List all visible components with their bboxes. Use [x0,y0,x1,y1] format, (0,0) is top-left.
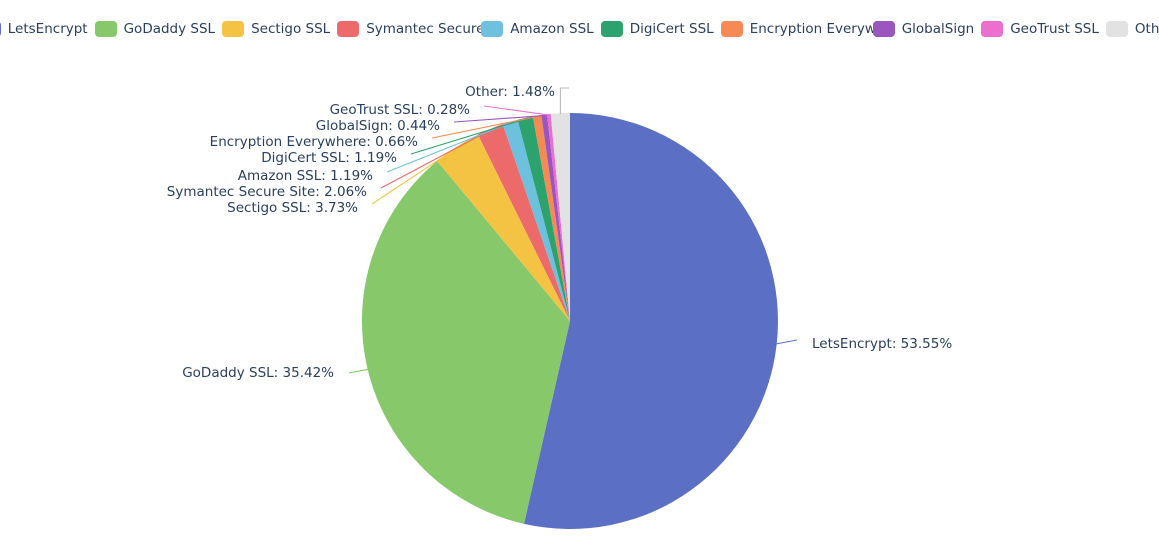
legend-swatch-icon [720,21,743,37]
legend-swatch-icon [222,21,245,37]
legend-swatch-icon [1105,21,1128,37]
pie-slice-letsencrypt[interactable] [523,113,778,529]
leader-line-encryption-everywhere [431,116,538,139]
slice-label-globalsign: GlobalSign: 0.44% [316,118,440,134]
slice-label-letsencrypt: LetsEncrypt: 53.55% [812,336,952,352]
legend-item-symantec-secure-site[interactable]: Symantec Secure Site [337,14,481,44]
slice-label-godaddy-ssl: GoDaddy SSL: 35.42% [182,365,334,381]
legend-swatch-icon [0,21,1,37]
legend-item-digicert-ssl[interactable]: DigiCert SSL [600,14,721,44]
pie-slices [361,113,778,529]
legend-swatch-icon [872,21,895,37]
pie-slice-digicert-ssl[interactable] [517,116,570,321]
legend-item-label: GlobalSign [901,21,975,37]
slice-label-other: Other: 1.48% [465,84,555,100]
pie-slice-globalsign[interactable] [541,114,570,322]
leader-line-digicert-ssl [410,118,526,155]
legend-item-label: GoDaddy SSL [123,21,216,37]
legend-swatch-icon [94,21,117,37]
leader-line-symantec-secure-site [380,129,491,189]
legend-item-amazon-ssl[interactable]: Amazon SSL [481,14,601,44]
plot-area: LetsEncrypt: 53.55% GoDaddy SSL: 35.42% Se… [0,44,1159,548]
pie-svg: LetsEncrypt: 53.55% GoDaddy SSL: 35.42% Se… [167,84,953,529]
legend-item-label: Symantec Secure Site [366,21,482,37]
leader-line-sectigo-ssl [371,146,458,205]
legend-item-encryption-everywhere[interactable]: Encryption Everywhere [720,14,873,44]
leader-line-globalsign [453,115,545,123]
legend-swatch-icon [981,21,1004,37]
legend-item-godaddy-ssl[interactable]: GoDaddy SSL [94,14,222,44]
leader-line-letsencrypt [775,339,798,345]
slice-label-digicert-ssl: DigiCert SSL: 1.19% [261,150,397,166]
legend-item-geotrust-ssl[interactable]: GeoTrust SSL [981,14,1106,44]
slice-label-sectigo-ssl: Sectigo SSL: 3.73% [227,200,358,216]
slice-label-amazon-ssl: Amazon SSL: 1.19% [238,168,373,184]
pie-slice-symantec-secure-site[interactable] [477,124,570,321]
pie-slice-sectigo-ssl[interactable] [437,134,570,322]
legend-item-label: GeoTrust SSL [1010,21,1099,37]
legend-item-letsencrypt[interactable]: LetsEncrypt [0,14,95,44]
pie-slice-godaddy-ssl[interactable] [361,160,570,524]
pie-slice-other[interactable] [550,113,570,321]
pie-slice-encryption-everywhere[interactable] [532,114,570,321]
slice-label-geotrust-ssl: GeoTrust SSL: 0.28% [330,102,471,118]
legend-item-label: Other [1134,21,1159,37]
pie-slice-geotrust-ssl[interactable] [547,113,570,322]
slice-labels: LetsEncrypt: 53.55% GoDaddy SSL: 35.42% Se… [167,84,953,381]
legend-item-label: Amazon SSL [510,21,594,37]
legend-item-label: Encryption Everywhere [749,21,873,37]
legend-item-globalsign[interactable]: GlobalSign [872,14,982,44]
legend-swatch-icon [337,21,360,37]
legend-item-label: LetsEncrypt [7,21,88,37]
legend-item-other[interactable]: Other [1105,14,1159,44]
legend-swatch-icon [600,21,623,37]
leader-line-amazon-ssl [386,122,511,173]
pie-slice-amazon-ssl[interactable] [502,119,570,321]
leader-lines [348,87,798,374]
leader-line-godaddy-ssl [348,368,369,374]
legend-item-label: DigiCert SSL [629,21,714,37]
legend-swatch-icon [481,21,504,37]
leader-line-other [559,87,569,115]
slice-label-encryption-everywhere: Encryption Everywhere: 0.66% [210,134,418,150]
leader-line-geotrust-ssl [483,105,550,116]
slice-label-symantec-secure-site: Symantec Secure Site: 2.06% [167,184,367,200]
chart-legend: LetsEncrypt GoDaddy SSL Sectigo SSL Symante… [0,14,1159,44]
legend-item-label: Sectigo SSL [251,21,331,37]
legend-item-sectigo-ssl[interactable]: Sectigo SSL [222,14,337,44]
